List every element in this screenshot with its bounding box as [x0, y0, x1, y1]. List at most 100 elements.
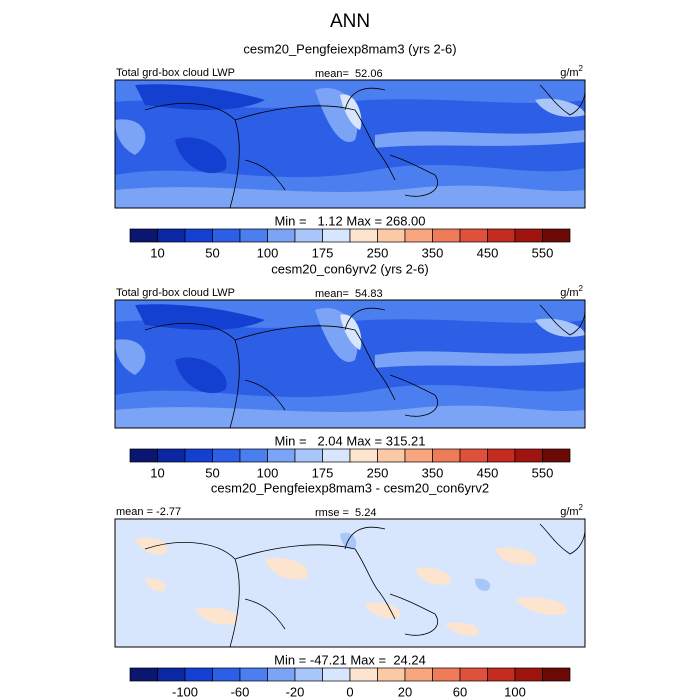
colorbar-label: 100 [257, 245, 279, 260]
colorbar-box [349, 448, 378, 463]
colorbar-box [349, 228, 378, 243]
colorbar-box [294, 448, 323, 463]
panel-title: cesm20_Pengfeiexp8mam3 - cesm20_con6yrv2 [211, 480, 489, 495]
stats: Min = 1.12 Max = 268.00 [274, 213, 425, 228]
colorbar-box [212, 228, 241, 243]
colorbar-box [157, 448, 186, 463]
colorbar-box [404, 448, 433, 463]
map-frame [114, 518, 586, 648]
panel-title: cesm20_Pengfeiexp8mam3 (yrs 2-6) [243, 41, 456, 56]
colorbar-label: 50 [205, 245, 219, 260]
colorbar-box [542, 228, 571, 243]
colorbar-box [377, 448, 406, 463]
colorbar-box [459, 448, 488, 463]
colorbar-box [129, 228, 158, 243]
colorbar-box [514, 448, 543, 463]
colorbar-box [487, 667, 516, 682]
colorbar-box [212, 667, 241, 682]
colorbar-box [239, 228, 268, 243]
colorbar-box [184, 228, 213, 243]
units-exponent: 2 [579, 284, 584, 293]
colorbar-box [212, 448, 241, 463]
colorbar-label: 550 [532, 245, 554, 260]
colorbar-box [184, 667, 213, 682]
colorbar-box [267, 448, 296, 463]
panel-title: cesm20_con6yrv2 (yrs 2-6) [271, 261, 429, 276]
colorbar-label: -60 [231, 684, 250, 699]
colorbar-box [294, 228, 323, 243]
units: g/m2 [560, 64, 583, 79]
colorbar-box [157, 667, 186, 682]
map-frame [114, 299, 586, 429]
colorbar-box [267, 228, 296, 243]
panel-center-label: mean= 52.06 [315, 68, 383, 80]
colorbar-box [322, 228, 351, 243]
colorbar-label: 175 [312, 465, 334, 480]
colorbar-box [432, 228, 461, 243]
colorbar-box [487, 448, 516, 463]
panel-left-label: Total grd-box cloud LWP [116, 67, 235, 79]
colorbar-label: 10 [150, 465, 164, 480]
units-text: g/m [560, 67, 578, 79]
panel-left-label: mean = -2.77 [116, 506, 181, 518]
colorbar-box [239, 667, 268, 682]
colorbar-box [322, 667, 351, 682]
colorbar-box [459, 667, 488, 682]
colorbar-label: 50 [205, 465, 219, 480]
colorbar-label: 450 [477, 465, 499, 480]
colorbar-box [404, 667, 433, 682]
colorbar-box [157, 228, 186, 243]
colorbar-box [267, 667, 296, 682]
colorbar-label: 10 [150, 245, 164, 260]
figure-title: ANN [330, 11, 370, 32]
colorbar-box [377, 667, 406, 682]
colorbar-box [349, 667, 378, 682]
units: g/m2 [560, 503, 583, 518]
colorbar-label: 100 [504, 684, 526, 699]
units-exponent: 2 [579, 64, 584, 73]
colorbar-label: 350 [422, 245, 444, 260]
colorbar-label: 0 [346, 684, 353, 699]
colorbar-box [404, 228, 433, 243]
colorbar-box [129, 448, 158, 463]
colorbar-label: -100 [172, 684, 198, 699]
units-text: g/m [560, 506, 578, 518]
units: g/m2 [560, 284, 583, 299]
colorbar-box [129, 667, 158, 682]
panel-center-label: rmse = 5.24 [315, 507, 376, 519]
panel-center-label: mean= 54.83 [315, 288, 383, 300]
colorbar-box [377, 228, 406, 243]
colorbar-box [514, 667, 543, 682]
colorbar-box [542, 667, 571, 682]
colorbar-box [239, 448, 268, 463]
colorbar-label: 60 [453, 684, 467, 699]
map [114, 518, 586, 648]
colorbar-box [542, 448, 571, 463]
colorbar-label: 100 [257, 465, 279, 480]
colorbar-box [487, 228, 516, 243]
colorbar-label: 175 [312, 245, 334, 260]
colorbar-box [514, 228, 543, 243]
units-exponent: 2 [579, 503, 584, 512]
colorbar-box [432, 667, 461, 682]
map [114, 79, 586, 209]
colorbar-label: 350 [422, 465, 444, 480]
colorbar-box [322, 448, 351, 463]
units-text: g/m [560, 287, 578, 299]
stats: Min = 2.04 Max = 315.21 [274, 433, 425, 448]
stats: Min = -47.21 Max = 24.24 [274, 652, 426, 667]
colorbar-label: 250 [367, 465, 389, 480]
map [114, 299, 586, 429]
colorbar-box [184, 448, 213, 463]
colorbar-box [294, 667, 323, 682]
colorbar-box [432, 448, 461, 463]
colorbar-label: 20 [398, 684, 412, 699]
colorbar-label: 550 [532, 465, 554, 480]
colorbar-label: 450 [477, 245, 499, 260]
panel-left-label: Total grd-box cloud LWP [116, 287, 235, 299]
colorbar-label: 250 [367, 245, 389, 260]
colorbar-label: -20 [286, 684, 305, 699]
map-frame [114, 79, 586, 209]
colorbar-box [459, 228, 488, 243]
